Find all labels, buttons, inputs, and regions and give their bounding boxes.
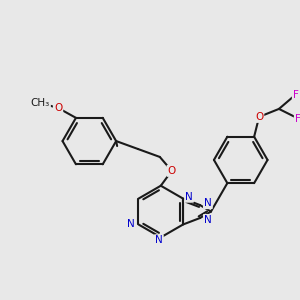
Text: O: O <box>54 103 62 113</box>
Text: F: F <box>295 114 300 124</box>
Text: CH₃: CH₃ <box>31 98 50 108</box>
Text: N: N <box>185 192 193 202</box>
Text: O: O <box>255 112 263 122</box>
Text: N: N <box>155 235 163 245</box>
Text: N: N <box>127 219 134 230</box>
Text: O: O <box>168 166 176 176</box>
Text: N: N <box>204 215 212 225</box>
Text: N: N <box>204 198 212 208</box>
Text: F: F <box>293 90 299 100</box>
